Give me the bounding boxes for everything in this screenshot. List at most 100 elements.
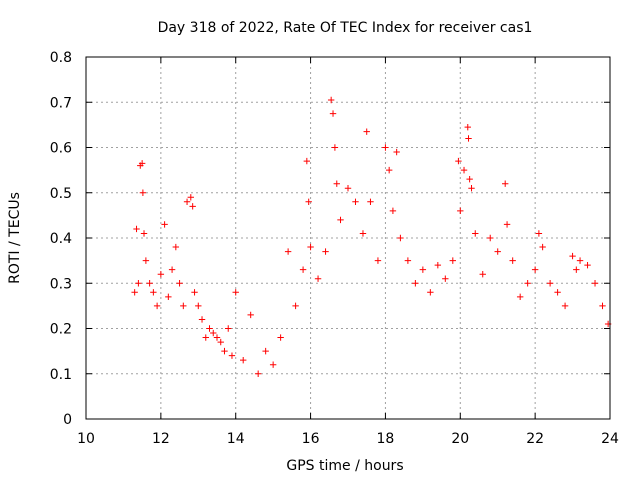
data-point xyxy=(217,338,224,346)
data-point xyxy=(509,257,516,264)
data-point xyxy=(427,289,434,296)
data-point xyxy=(140,230,148,237)
data-point xyxy=(591,280,599,287)
data-point xyxy=(322,248,329,255)
y-axis-ticks: 0 0.1 0.2 0.3 0.4 0.5 0.6 0.7 0.8 xyxy=(50,50,610,428)
data-point xyxy=(139,189,147,196)
data-point xyxy=(535,230,543,237)
data-point xyxy=(180,302,187,310)
data-point xyxy=(131,289,138,296)
data-point xyxy=(502,180,509,187)
data-point xyxy=(434,261,442,269)
data-point xyxy=(221,347,228,355)
data-point xyxy=(569,252,576,260)
data-point xyxy=(352,198,359,205)
data-point xyxy=(531,266,539,273)
data-point xyxy=(337,216,344,224)
y-tick-label: 0.3 xyxy=(50,276,72,292)
data-point xyxy=(466,175,473,183)
data-point xyxy=(331,144,339,151)
x-tick-label: 10 xyxy=(77,431,95,447)
data-point xyxy=(599,302,606,310)
y-tick-label: 0.5 xyxy=(50,186,72,202)
data-point xyxy=(539,243,546,251)
data-point xyxy=(277,334,284,341)
data-point xyxy=(232,289,239,296)
data-point xyxy=(455,157,462,165)
grid-lines xyxy=(86,57,610,419)
data-point xyxy=(189,203,196,210)
data-point xyxy=(161,221,168,228)
data-point xyxy=(333,180,340,187)
data-point xyxy=(187,194,194,201)
data-point xyxy=(404,257,412,264)
chart-title: Day 318 of 2022, Rate Of TEC Index for r… xyxy=(158,20,533,36)
data-point xyxy=(202,334,209,341)
data-point xyxy=(554,289,561,296)
data-point xyxy=(393,148,400,156)
data-point xyxy=(303,157,311,165)
x-tick-label: 18 xyxy=(377,431,395,447)
x-tick-label: 14 xyxy=(227,431,245,447)
x-axis-label: GPS time / hours xyxy=(286,458,403,474)
x-axis-ticks: 10 12 14 16 18 20 22 24 xyxy=(77,57,619,447)
data-point xyxy=(135,280,142,287)
data-point xyxy=(524,280,531,287)
data-point xyxy=(150,289,157,296)
data-point xyxy=(487,234,494,242)
data-point xyxy=(465,135,472,142)
data-point xyxy=(228,352,236,359)
data-point xyxy=(472,230,479,237)
data-point xyxy=(389,207,397,215)
y-tick-label: 0.8 xyxy=(50,50,72,66)
data-point xyxy=(479,271,486,278)
y-tick-label: 0.4 xyxy=(50,231,72,247)
data-point xyxy=(269,361,277,368)
data-point xyxy=(191,289,198,296)
data-point xyxy=(305,198,312,205)
data-point xyxy=(284,248,292,255)
data-point xyxy=(468,185,475,192)
data-point xyxy=(157,271,165,278)
data-point xyxy=(153,302,161,310)
x-tick-label: 16 xyxy=(302,431,320,447)
data-point xyxy=(382,144,389,151)
data-point xyxy=(225,325,232,332)
y-tick-label: 0.1 xyxy=(50,367,72,383)
data-point xyxy=(307,243,314,251)
data-point xyxy=(449,257,456,264)
data-point xyxy=(344,185,352,192)
data-point xyxy=(374,257,382,264)
data-point xyxy=(363,128,370,135)
x-tick-label: 20 xyxy=(451,431,469,447)
data-point xyxy=(314,275,322,282)
data-point xyxy=(247,311,254,319)
data-point xyxy=(168,266,176,273)
data-point xyxy=(584,261,591,269)
x-tick-label: 12 xyxy=(152,431,170,447)
data-point xyxy=(292,302,299,310)
data-point xyxy=(146,280,153,287)
data-point xyxy=(165,293,172,301)
data-point xyxy=(327,96,335,104)
data-point xyxy=(385,166,393,174)
data-points xyxy=(131,96,612,377)
data-point xyxy=(206,325,213,332)
y-tick-label: 0.6 xyxy=(50,141,72,157)
data-point xyxy=(573,266,580,273)
x-tick-label: 22 xyxy=(526,431,544,447)
data-point xyxy=(240,356,247,364)
data-point xyxy=(546,280,554,287)
data-point xyxy=(397,234,404,242)
data-point xyxy=(195,302,202,310)
data-point xyxy=(299,266,307,273)
data-point xyxy=(576,257,584,264)
data-point xyxy=(176,280,183,287)
data-point xyxy=(329,110,337,117)
data-point xyxy=(412,280,419,287)
data-point xyxy=(262,347,269,355)
x-tick-label: 24 xyxy=(601,431,619,447)
data-point xyxy=(138,160,146,167)
y-tick-label: 0.2 xyxy=(50,322,72,338)
